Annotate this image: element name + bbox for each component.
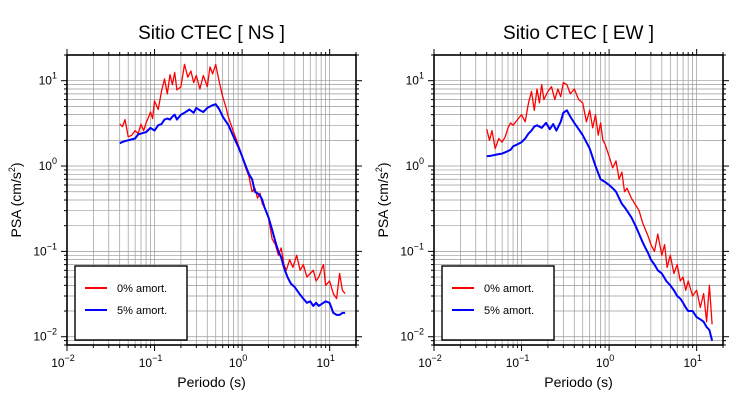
legend: 0% amort. 5% amort. [74, 265, 188, 341]
y-axis-label-main: PSA (cm/s [375, 172, 391, 237]
y-tick-exp: 1 [52, 71, 57, 81]
x-tick-base: 10 [139, 356, 153, 370]
x-tick-base: 10 [596, 356, 610, 370]
x-tick-label: 100 [596, 353, 614, 370]
legend-label: 5% amort. [117, 305, 167, 317]
x-tick-base: 10 [316, 356, 330, 370]
y-tick-label: 10−2 [33, 327, 57, 344]
x-tick-label: 10−2 [51, 353, 75, 370]
x-tick-label: 10−1 [506, 353, 530, 370]
y-axis-label: PSA (cm/s2) [374, 162, 391, 237]
legend: 0% amort. 5% amort. [441, 265, 555, 341]
x-axis-label: Periodo (s) [544, 374, 612, 390]
x-tick-label: 101 [316, 353, 334, 370]
y-tick-label: 101 [39, 71, 57, 88]
x-tick-exp: 0 [609, 353, 614, 363]
y-tick-label: 100 [406, 156, 424, 173]
y-tick-base: 10 [33, 244, 47, 258]
axis-ticks [61, 49, 362, 351]
y-tick-base: 10 [406, 159, 420, 173]
x-tick-exp: 0 [242, 353, 247, 363]
x-tick-exp: −2 [432, 353, 442, 363]
x-tick-base: 10 [51, 356, 65, 370]
y-axis-label-sup: 2 [374, 167, 384, 172]
legend-box [74, 265, 188, 341]
y-tick-exp: 0 [52, 156, 57, 166]
series-line-amort-5 [486, 109, 714, 341]
y-tick-label: 10−1 [33, 241, 57, 258]
x-tick-exp: −1 [152, 353, 162, 363]
grid [66, 54, 357, 346]
x-tick-base: 10 [229, 356, 243, 370]
y-tick-base: 10 [400, 330, 414, 344]
x-tick-exp: −1 [519, 353, 529, 363]
legend-label: 0% amort. [117, 283, 167, 295]
chart-panel-ns: Sitio CTEC [ NS ]10−2 10−1 100 10110−210−11… [7, 23, 362, 390]
y-tick-exp: −2 [414, 327, 424, 337]
y-tick-exp: −1 [414, 241, 424, 251]
y-tick-exp: −1 [47, 241, 57, 251]
y-tick-exp: 1 [419, 71, 424, 81]
x-tick-base: 10 [418, 356, 432, 370]
legend-box [441, 265, 555, 341]
y-tick-label: 101 [406, 71, 424, 88]
y-axis-label-main: PSA (cm/s [8, 172, 24, 237]
legend-label: 5% amort. [484, 305, 534, 317]
x-tick-exp: −2 [65, 353, 75, 363]
legend-label: 0% amort. [484, 283, 534, 295]
y-tick-base: 10 [33, 330, 47, 344]
y-axis-label-end: ) [8, 162, 24, 167]
chart-title: Sitio CTEC [ NS ] [138, 23, 285, 44]
x-tick-base: 10 [683, 356, 697, 370]
x-tick-exp: 1 [330, 353, 335, 363]
series-line-amort-0 [486, 81, 713, 325]
y-tick-base: 10 [39, 74, 53, 88]
y-tick-label: 10−2 [400, 327, 424, 344]
y-axis-label-sup: 2 [7, 167, 17, 172]
y-tick-exp: 0 [419, 156, 424, 166]
x-axis-label: Periodo (s) [177, 374, 245, 390]
y-tick-label: 10−1 [400, 241, 424, 258]
chart-panel-ew: Sitio CTEC [ EW ]10−2 10−1 100 10110−210−11… [374, 23, 729, 390]
series-line-amort-5 [119, 103, 346, 316]
chart-title: Sitio CTEC [ EW ] [503, 23, 654, 44]
x-tick-label: 100 [229, 353, 247, 370]
x-tick-exp: 1 [697, 353, 702, 363]
y-tick-base: 10 [400, 244, 414, 258]
y-tick-exp: −2 [47, 327, 57, 337]
x-tick-label: 101 [683, 353, 701, 370]
x-tick-label: 10−1 [139, 353, 163, 370]
y-axis-label: PSA (cm/s2) [7, 162, 24, 237]
y-axis-label-end: ) [375, 162, 391, 167]
series-line-amort-0 [119, 63, 346, 300]
y-tick-label: 100 [39, 156, 57, 173]
x-tick-label: 10−2 [418, 353, 442, 370]
y-tick-base: 10 [406, 74, 420, 88]
axis-ticks [428, 49, 729, 351]
x-tick-base: 10 [506, 356, 520, 370]
y-tick-base: 10 [39, 159, 53, 173]
